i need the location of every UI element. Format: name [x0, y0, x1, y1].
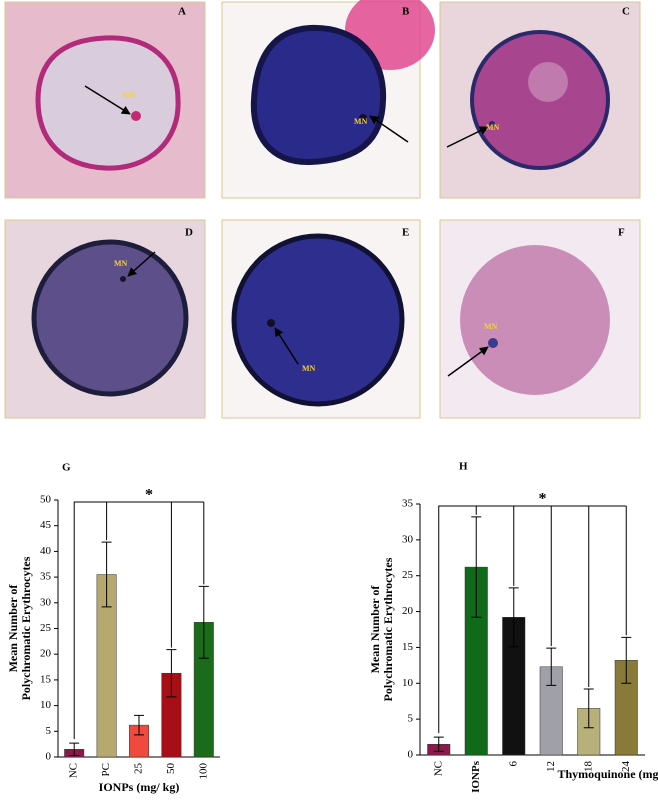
x-tick-label: NC	[432, 761, 444, 776]
mn-label: MN	[114, 259, 128, 268]
panel-label: C	[622, 6, 630, 18]
y-tick-label: 50	[40, 494, 52, 506]
y-tick-label: 40	[40, 545, 52, 557]
y-axis-label: Mean Number of	[6, 584, 20, 673]
x-tick-label: IONPs	[470, 760, 482, 793]
significance-bracket	[74, 502, 204, 739]
x-tick-label: NC	[68, 763, 80, 778]
x-tick-label: PC	[100, 763, 112, 776]
micrograph-f: F MN	[440, 220, 640, 418]
significance-star: *	[539, 491, 547, 508]
y-tick-label: 20	[402, 605, 414, 617]
y-tick-label: 35	[40, 571, 52, 583]
y-tick-label: 10	[402, 677, 414, 689]
y-tick-label: 30	[402, 533, 414, 545]
y-tick-label: 35	[402, 498, 414, 510]
x-tick-label: 100	[197, 763, 209, 780]
y-tick-label: 5	[46, 725, 52, 737]
mn-label: MN	[122, 91, 136, 100]
y-tick-label: 25	[402, 569, 414, 581]
y-tick-label: 10	[40, 699, 52, 711]
y-tick-label: 15	[40, 673, 52, 685]
micrograph-d: D MN	[5, 220, 205, 418]
panel-label: G	[62, 462, 71, 474]
panel-label: D	[185, 227, 193, 239]
y-axis-label: Polychromatic Erythrocytes	[381, 557, 395, 701]
x-tick-label: 50	[165, 763, 177, 775]
y-tick-label: 25	[40, 622, 52, 634]
x-tick-label: 25	[133, 763, 145, 775]
significance-star: *	[145, 487, 153, 504]
micrograph-a: A MN	[5, 2, 205, 198]
y-axis-label: Polychromatic Erythrocytes	[19, 556, 33, 700]
y-tick-label: 0	[408, 749, 414, 761]
mn-label: MN	[354, 117, 368, 126]
micrograph-c: C MN	[440, 2, 640, 198]
y-tick-label: 30	[40, 596, 52, 608]
y-axis-label: Mean Number of	[368, 585, 382, 674]
x-axis-label: Thymoquinone (mg/ kg)	[558, 767, 658, 781]
panel-label: F	[618, 227, 625, 239]
panel-label: A	[178, 6, 186, 18]
panel-label: H	[459, 461, 468, 473]
panel-label: E	[402, 227, 409, 239]
x-tick-label: 6	[507, 761, 519, 767]
mn-label: MN	[486, 123, 500, 132]
micrograph-b: B MN	[222, 0, 435, 198]
y-tick-label: 45	[40, 519, 52, 531]
y-tick-label: 15	[402, 641, 414, 653]
y-tick-label: 5	[408, 713, 414, 725]
x-tick-label: 12	[545, 761, 557, 772]
panel-label: B	[402, 6, 410, 18]
mn-label: MN	[484, 322, 498, 331]
x-axis-label: IONPs (mg/ kg)	[99, 780, 180, 794]
y-tick-label: 0	[46, 751, 52, 763]
mn-label: MN	[302, 364, 316, 373]
micrograph-e: E MN	[222, 220, 420, 418]
y-tick-label: 20	[40, 648, 52, 660]
